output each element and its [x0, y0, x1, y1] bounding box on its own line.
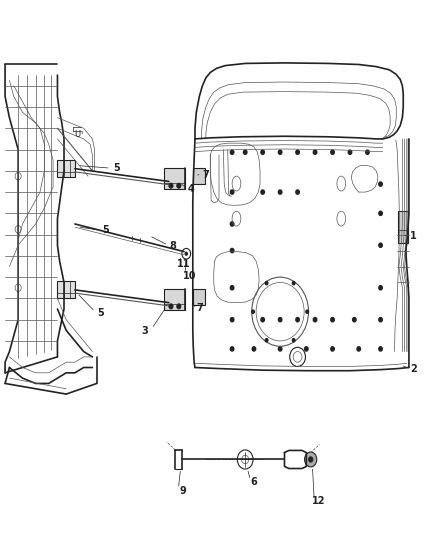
Circle shape — [296, 190, 299, 194]
Circle shape — [230, 248, 234, 253]
Bar — [57, 281, 75, 298]
Circle shape — [252, 310, 254, 313]
Text: 7: 7 — [202, 170, 209, 180]
Text: 3: 3 — [141, 326, 148, 336]
Circle shape — [230, 347, 234, 351]
Circle shape — [379, 318, 382, 322]
Bar — [193, 289, 205, 305]
Circle shape — [265, 281, 268, 285]
Text: 5: 5 — [113, 163, 120, 173]
Circle shape — [308, 456, 313, 463]
Text: 5: 5 — [102, 225, 109, 236]
Circle shape — [379, 211, 382, 215]
Text: 11: 11 — [177, 259, 190, 269]
Circle shape — [261, 190, 265, 194]
Circle shape — [292, 338, 295, 342]
Bar — [164, 168, 185, 189]
Circle shape — [304, 452, 317, 467]
Text: 4: 4 — [187, 184, 194, 195]
Circle shape — [261, 150, 265, 155]
Circle shape — [379, 243, 382, 247]
Circle shape — [230, 190, 234, 194]
Circle shape — [353, 318, 356, 322]
Circle shape — [177, 183, 181, 188]
Circle shape — [279, 347, 282, 351]
Text: 12: 12 — [312, 496, 325, 506]
Text: 10: 10 — [183, 271, 196, 281]
Circle shape — [279, 190, 282, 194]
Circle shape — [379, 286, 382, 290]
Bar — [193, 168, 205, 184]
Text: Uⁱᴵ: Uⁱᴵ — [74, 130, 83, 139]
Circle shape — [252, 347, 256, 351]
Text: 7: 7 — [196, 303, 203, 313]
Text: 8: 8 — [170, 241, 177, 251]
Circle shape — [331, 318, 334, 322]
Text: 5: 5 — [97, 308, 104, 318]
Circle shape — [331, 150, 334, 155]
Circle shape — [244, 150, 247, 155]
Circle shape — [348, 150, 352, 155]
Circle shape — [230, 318, 234, 322]
Text: 2: 2 — [410, 364, 417, 374]
Circle shape — [366, 150, 369, 155]
Circle shape — [306, 310, 308, 313]
Circle shape — [279, 318, 282, 322]
Circle shape — [331, 347, 334, 351]
Circle shape — [230, 286, 234, 290]
Text: 9: 9 — [180, 486, 187, 496]
Text: 1: 1 — [410, 231, 417, 241]
Circle shape — [230, 222, 234, 226]
Circle shape — [296, 318, 299, 322]
Bar — [398, 211, 408, 243]
Circle shape — [261, 318, 265, 322]
Circle shape — [184, 252, 188, 256]
Circle shape — [379, 347, 382, 351]
Circle shape — [313, 318, 317, 322]
Bar — [57, 160, 75, 177]
Circle shape — [169, 304, 173, 309]
Circle shape — [379, 182, 382, 186]
Circle shape — [279, 150, 282, 155]
Circle shape — [169, 183, 173, 188]
Circle shape — [313, 150, 317, 155]
Bar — [164, 289, 185, 310]
Circle shape — [265, 338, 268, 342]
Circle shape — [357, 347, 360, 351]
Circle shape — [296, 150, 299, 155]
Circle shape — [292, 281, 295, 285]
Circle shape — [177, 304, 181, 309]
Circle shape — [230, 150, 234, 155]
Circle shape — [304, 347, 308, 351]
Text: 6: 6 — [251, 477, 257, 487]
